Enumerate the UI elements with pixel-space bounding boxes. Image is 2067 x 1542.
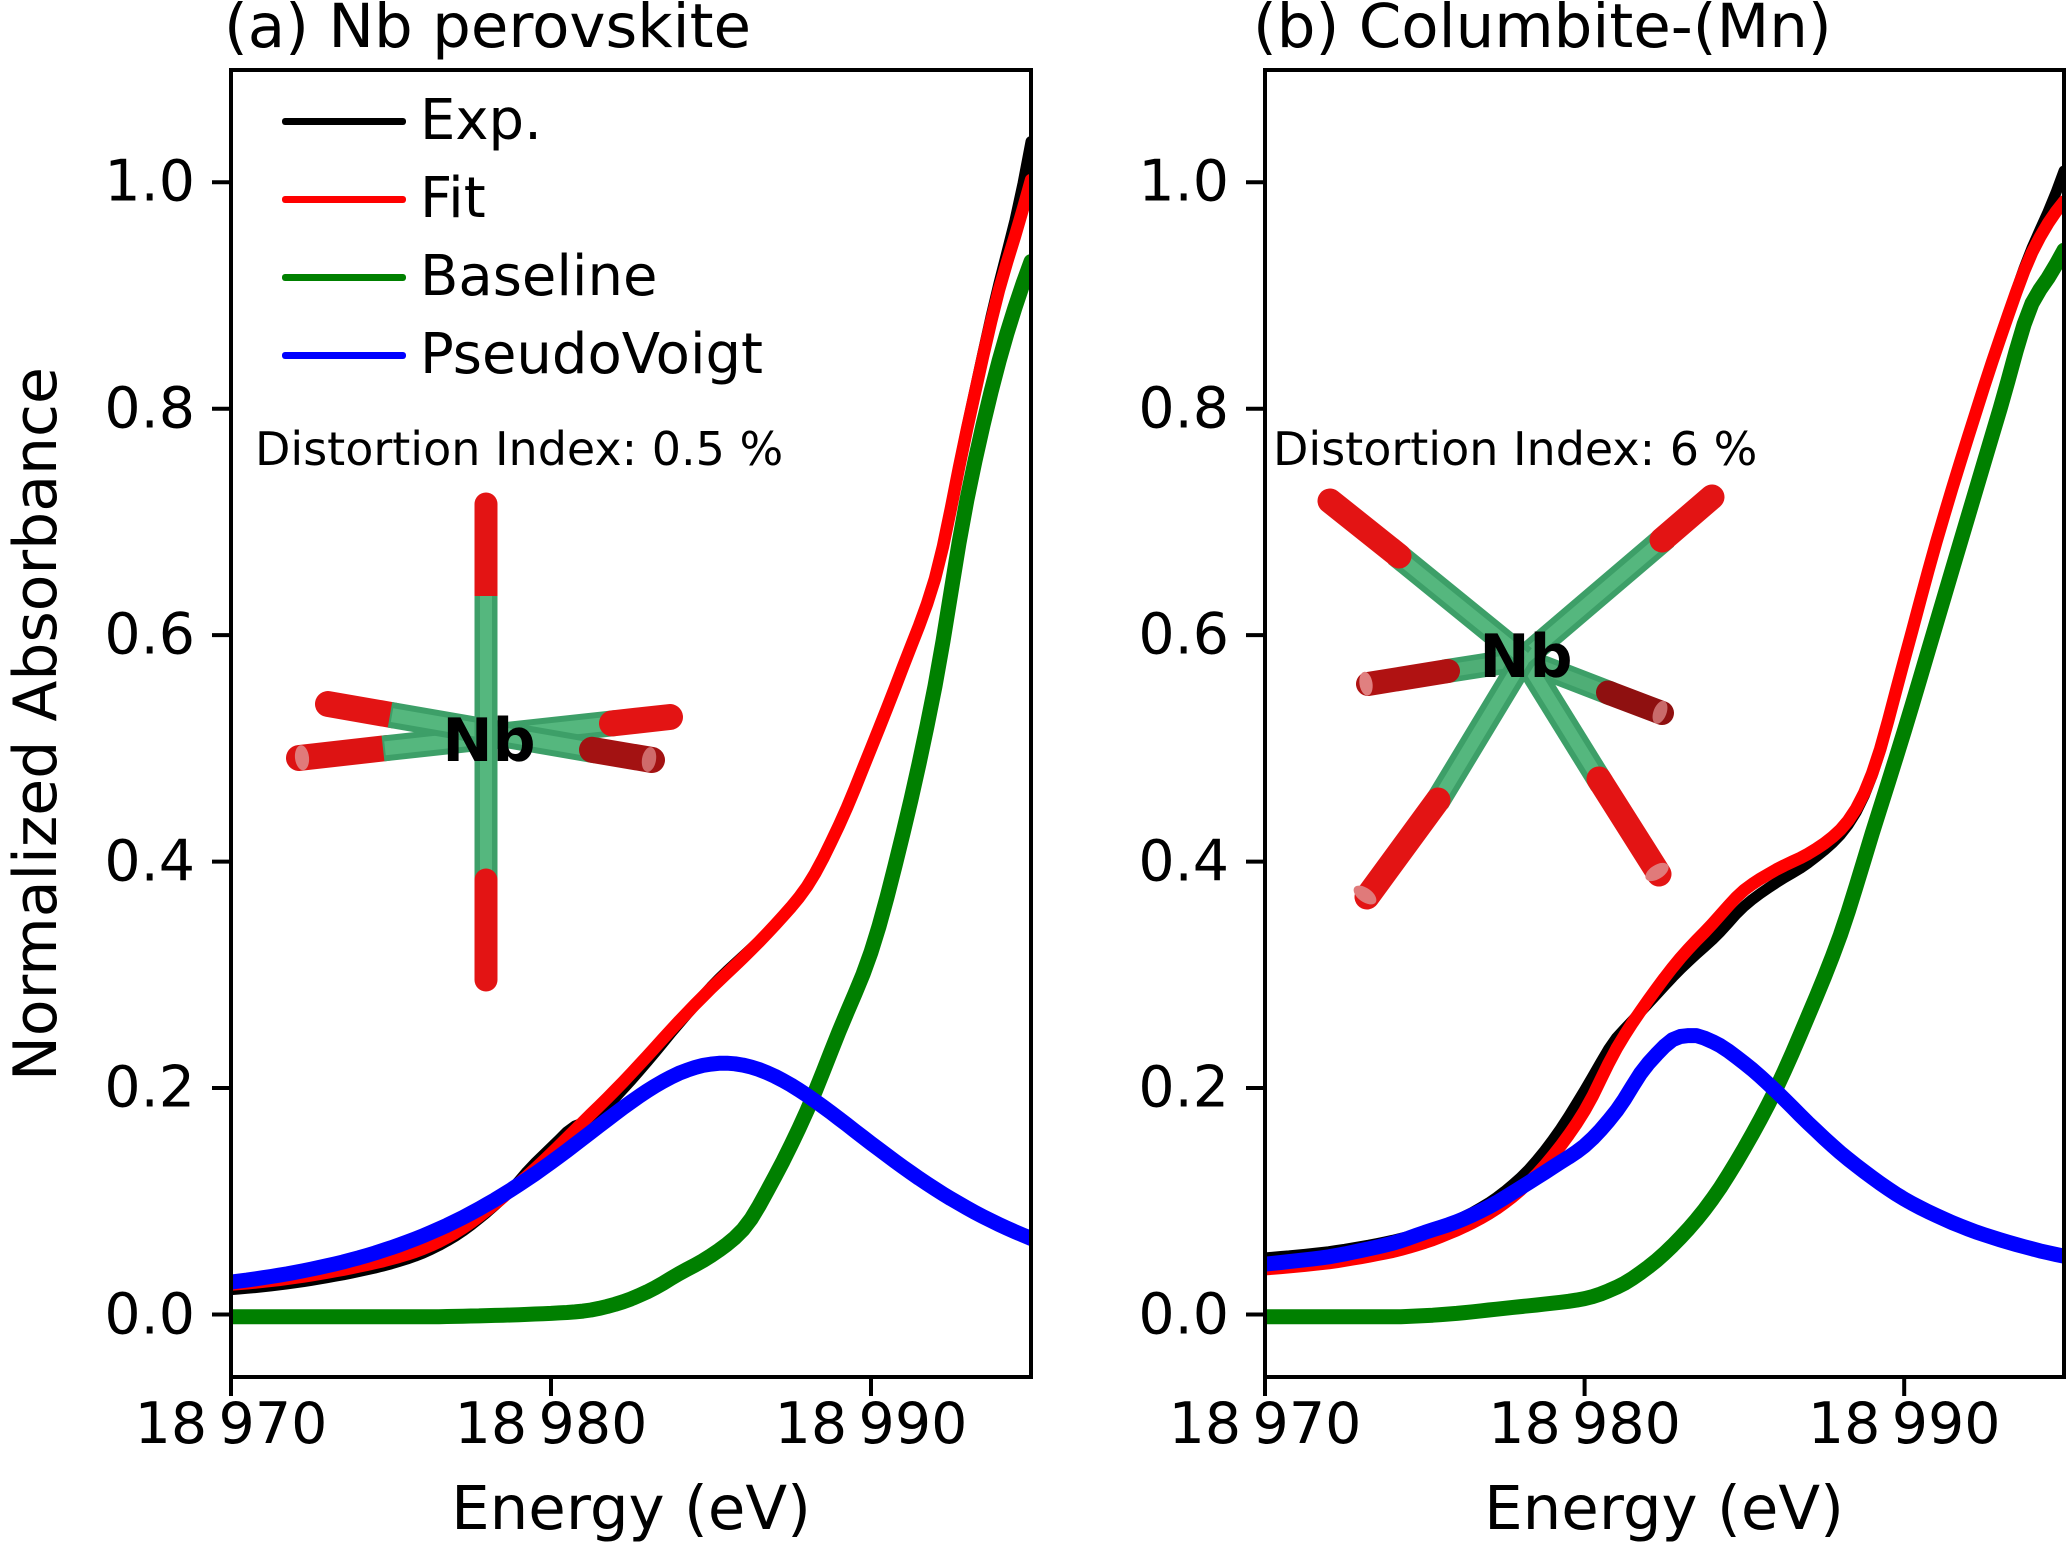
curve-b-baseline — [1265, 242, 2064, 1325]
octahedron-inset-b — [1317, 484, 1725, 910]
legend-line-fit-icon — [282, 196, 406, 203]
legend-line-exp-icon — [282, 118, 406, 125]
legend-line-baseline-icon — [282, 274, 406, 281]
curve-a-pseudovoigt — [231, 1055, 1031, 1290]
legend-line-pseudovoigt-icon — [282, 352, 406, 359]
panel-b-x-axis-label: Energy (eV) — [1484, 1473, 1844, 1542]
y-tick-label-a: 0.8 — [104, 375, 195, 442]
octahedron-inset-a — [286, 492, 683, 992]
legend-label-exp: Exp. — [420, 88, 542, 153]
y-tick-label-b: 0.2 — [1138, 1054, 1229, 1121]
axes-panel-b — [1246, 68, 2066, 1396]
bond-down-left-icon — [1353, 651, 1535, 910]
x-tick-label-a: 18 990 — [774, 1391, 968, 1457]
curve-a-fit — [231, 173, 1031, 1291]
y-tick-label-b: 0.4 — [1138, 828, 1229, 895]
plot-frame-b — [1263, 68, 2066, 1379]
y-tick-label-a: 0.6 — [104, 601, 195, 668]
x-tick-label-b: 18 970 — [1168, 1391, 1362, 1457]
panel-a-nb-atom-label: Nb — [442, 706, 536, 776]
x-tick-label-b: 18 980 — [1488, 1391, 1681, 1457]
plot-frame-a — [229, 68, 1033, 1379]
legend-label-fit: Fit — [420, 166, 486, 231]
y-tick-label-a: 0.0 — [104, 1281, 195, 1347]
x-tick-label-a: 18 970 — [134, 1391, 328, 1457]
curve-b-pseudovoigt — [1265, 1028, 2064, 1272]
axes-panel-a — [212, 68, 1033, 1396]
panel-a-title: (a) Nb perovskite — [224, 0, 752, 62]
panel-b-nb-atom-label: Nb — [1479, 622, 1573, 692]
y-tick-label-a: 1.0 — [104, 148, 195, 215]
y-tick-label-b: 0.0 — [1138, 1281, 1229, 1347]
curve-b-fit — [1265, 195, 2064, 1276]
panel-a-x-axis-label: Energy (eV) — [451, 1473, 811, 1542]
curve-a-baseline — [231, 254, 1031, 1325]
y-tick-label-a: 0.2 — [104, 1054, 195, 1121]
x-tick-label-b: 18 990 — [1807, 1391, 2001, 1457]
panel-b-distortion-annotation: Distortion Index: 6 % — [1273, 422, 1758, 476]
y-tick-label-b: 1.0 — [1138, 148, 1229, 215]
y-axis-label: Normalized Absorbance — [1, 367, 71, 1081]
legend-label-pseudovoigt: PseudoVoigt — [420, 322, 763, 387]
bond-down-right-icon — [1513, 651, 1672, 887]
panel-b-title: (b) Columbite-(Mn) — [1253, 0, 1832, 62]
y-tick-label-a: 0.4 — [104, 828, 195, 895]
bond-up-right-icon — [1515, 484, 1725, 668]
curves-panel-b — [1265, 165, 2064, 1325]
panel-a-distortion-annotation: Distortion Index: 0.5 % — [255, 422, 784, 476]
y-tick-label-b: 0.8 — [1138, 375, 1229, 442]
curves-panel-a — [231, 136, 1031, 1325]
x-tick-label-a: 18 980 — [454, 1391, 648, 1457]
legend-label-baseline: Baseline — [420, 244, 658, 309]
bond-up-left-icon — [1317, 488, 1532, 668]
y-tick-label-b: 0.6 — [1138, 601, 1229, 668]
